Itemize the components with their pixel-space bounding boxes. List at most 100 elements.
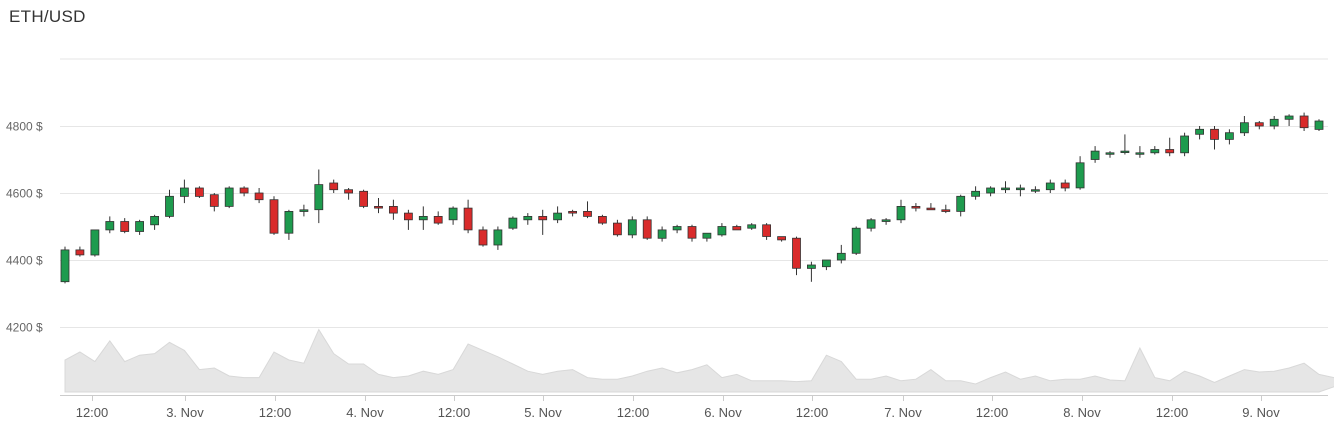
candle-body-up [702,232,712,239]
candle-body-down [329,182,339,191]
candle-body-down [75,249,85,256]
candle-body-up [284,210,294,234]
y-tick-label: 4600 $ [6,187,43,201]
candle [90,229,100,257]
candle [433,211,443,225]
candle [851,226,861,255]
candle-body-up [1225,132,1234,140]
candle-body-up [135,221,145,232]
candle [702,232,712,242]
x-tick-label: 9. Nov [1242,405,1280,420]
candle-body-down [344,189,354,194]
candle-body-up [866,219,876,229]
candle [807,261,816,282]
candle [866,218,876,232]
candle-body-down [598,215,607,224]
candle [314,169,324,224]
candle-body-down [613,222,622,236]
candle [822,259,831,271]
candle [1284,114,1294,126]
candle-body-up [971,190,980,197]
candle-body-up [1090,150,1100,160]
candle [194,186,204,198]
candle-body-down [642,219,652,239]
candle [553,206,562,224]
candle-body-down [1165,149,1175,154]
candle-body-down [239,187,249,194]
candle-body-down [792,237,801,269]
candle [1314,119,1324,131]
candle [329,179,339,193]
candle-body-up [150,215,160,226]
x-tick-label: 12:00 [976,405,1009,420]
candle-body-down [359,190,369,207]
y-tick-label: 4200 $ [6,321,43,335]
candle [642,216,652,240]
candle [732,224,742,231]
grid-lines [60,58,1328,328]
candle-body-up [224,187,234,207]
candle [254,188,264,204]
candle [1120,134,1130,155]
candle [1254,121,1264,130]
chart-title: ETH/USD [9,7,86,26]
candle [627,216,637,239]
candle [448,206,458,225]
volume-series [64,328,1334,393]
candle [1225,129,1234,145]
candle [777,236,786,242]
candle [1031,186,1040,193]
candle-body-up [672,226,682,231]
candle [583,201,592,219]
candle [687,224,697,242]
candle-body-up [1045,182,1055,191]
candle-body-up [60,249,70,283]
candle [896,199,906,224]
candle [1269,116,1279,130]
candle-body-up [717,226,727,236]
candle-body-up [896,205,906,221]
candle-body-up [851,227,861,254]
axes: 4200 $ 4400 $ 4600 $ 4800 $ 12:00 3. Nov 12:00… [6,120,1328,420]
x-tick-label: 12:00 [617,405,650,420]
x-tick-label: 7. Nov [884,405,922,420]
x-tick-label: 4. Nov [346,405,384,420]
candle-body-up [822,259,831,268]
candle [344,188,354,200]
candle [986,186,995,197]
candle-body-up [1314,120,1324,130]
candle [1240,116,1249,136]
candle [403,209,413,230]
candle [269,196,279,235]
x-tick-label: 8. Nov [1063,405,1101,420]
candle [941,204,951,214]
x-tick-label: 12:00 [796,405,829,420]
candle-body-down [403,212,413,221]
candle-body-down [478,229,488,246]
candle-body-down [732,226,742,231]
candle-body-up [299,209,309,212]
candle-body-up [553,212,562,221]
candle-body-down [568,210,577,214]
x-tick-label: 12:00 [1156,405,1189,420]
candle-body-up [314,184,324,211]
candle [836,244,846,264]
candle-body-up [1016,187,1025,191]
candle-body-up [523,215,533,221]
candle-body-down [194,187,204,197]
candle-body-down [254,192,264,201]
candle [568,209,577,217]
volume-area [64,328,1334,393]
candle-body-down [1060,182,1070,189]
candle-body-up [881,219,891,222]
candle [971,186,980,200]
candle [717,223,727,237]
candle [239,186,249,197]
candle [1016,184,1025,197]
candle-body-down [911,205,921,209]
candle-body-down [926,207,936,211]
candle-body-down [120,221,130,232]
candle-body-up [1150,149,1160,154]
candle-body-up [836,252,846,261]
candle [538,209,548,235]
